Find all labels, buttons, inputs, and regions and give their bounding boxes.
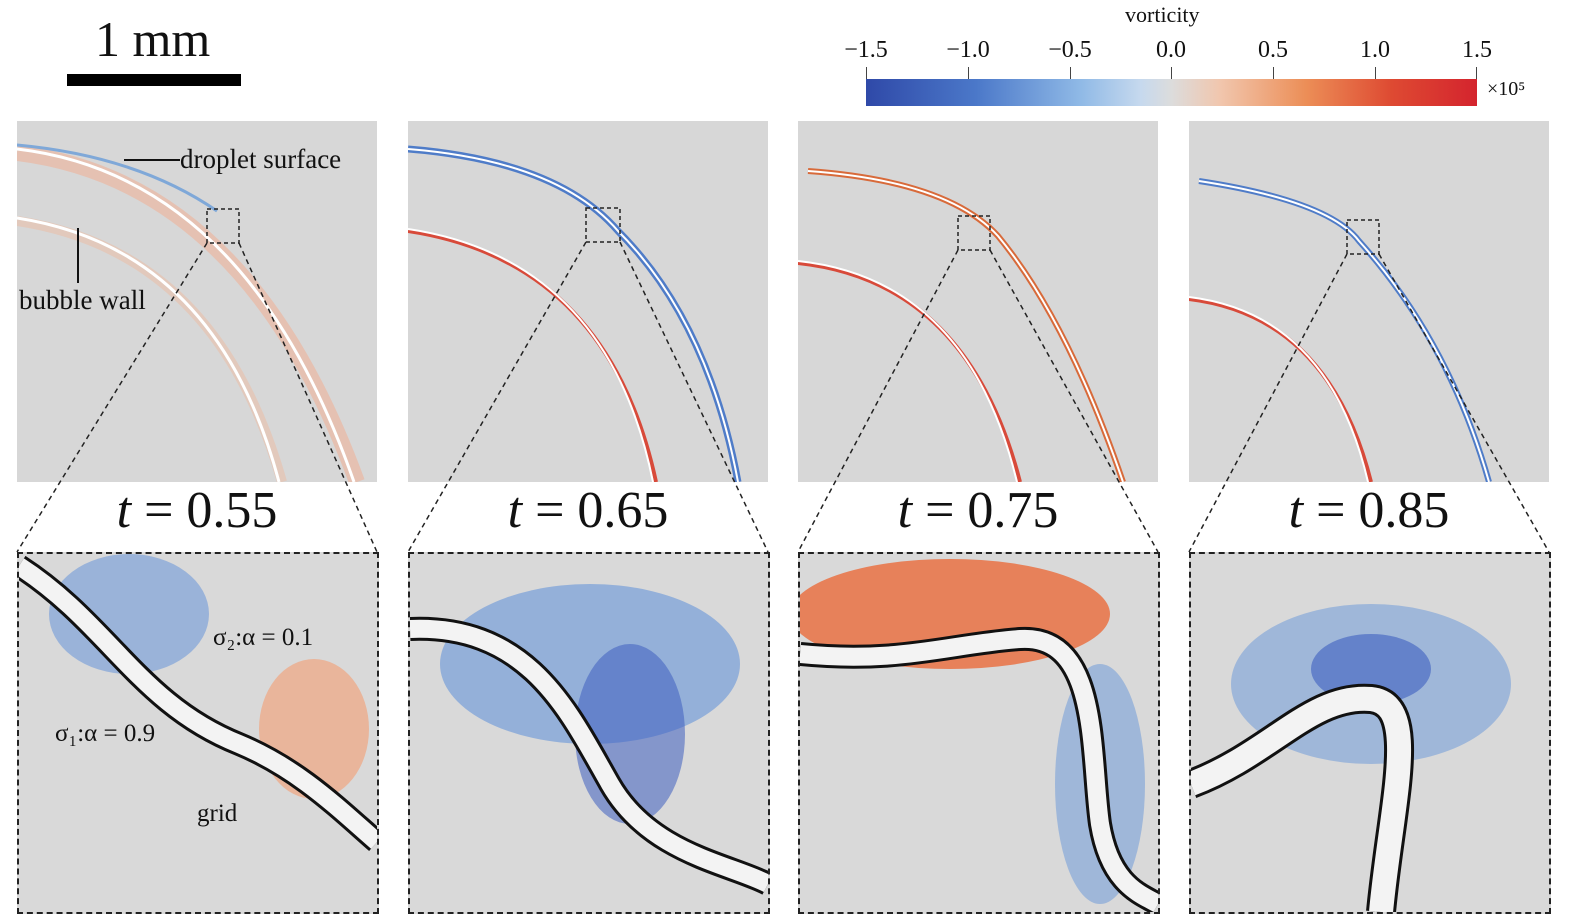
time-label-3: t = 0.75	[897, 482, 1059, 539]
colorbar-tick: 0.0	[1156, 37, 1186, 63]
zoom-panel-4	[1189, 552, 1551, 914]
sigma1-label: σ₁:α = 0.9	[55, 720, 156, 747]
zoom-panel-3	[798, 552, 1160, 914]
vorticity-panel-4	[1189, 121, 1549, 482]
colorbar-tick: −0.5	[1048, 37, 1092, 63]
colorbar-gradient	[866, 79, 1477, 106]
colorbar-tick-mark	[968, 67, 969, 81]
zoom-panel-1	[17, 552, 379, 914]
time-label-2: t = 0.65	[507, 482, 669, 539]
colorbar-tick: 1.0	[1360, 37, 1390, 63]
scale-bar-label: 1 mm	[95, 11, 211, 67]
colorbar-tick-mark	[866, 67, 867, 81]
grid-label: grid	[197, 800, 238, 827]
bubble-wall-arrow	[77, 228, 79, 283]
vorticity-panel-3	[798, 121, 1158, 482]
colorbar-tick-mark	[1476, 67, 1477, 81]
scale-bar	[67, 74, 241, 86]
colorbar-multiplier: ×10⁵	[1487, 78, 1526, 100]
time-label-1: t = 0.55	[116, 482, 278, 539]
colorbar-title: vorticity	[1125, 2, 1200, 27]
droplet-surface-arrow	[124, 159, 180, 161]
vorticity-panel-1	[17, 121, 377, 482]
zoom-panel-2	[408, 552, 770, 914]
time-label-4: t = 0.85	[1288, 482, 1450, 539]
colorbar-tick-mark	[1171, 67, 1172, 81]
bubble-wall-label: bubble wall	[19, 285, 146, 315]
vorticity-panel-2	[408, 121, 768, 482]
colorbar-tick-mark	[1375, 67, 1376, 81]
colorbar-tick: 1.5	[1462, 37, 1492, 63]
droplet-surface-label: droplet surface	[180, 144, 342, 174]
colorbar-tick: −1.5	[844, 37, 888, 63]
sigma2-label: σ₂:α = 0.1	[213, 624, 314, 651]
colorbar-tick: 0.5	[1258, 37, 1288, 63]
colorbar-tick-mark	[1273, 67, 1274, 81]
colorbar-tick: −1.0	[946, 37, 990, 63]
colorbar-tick-mark	[1070, 67, 1071, 81]
